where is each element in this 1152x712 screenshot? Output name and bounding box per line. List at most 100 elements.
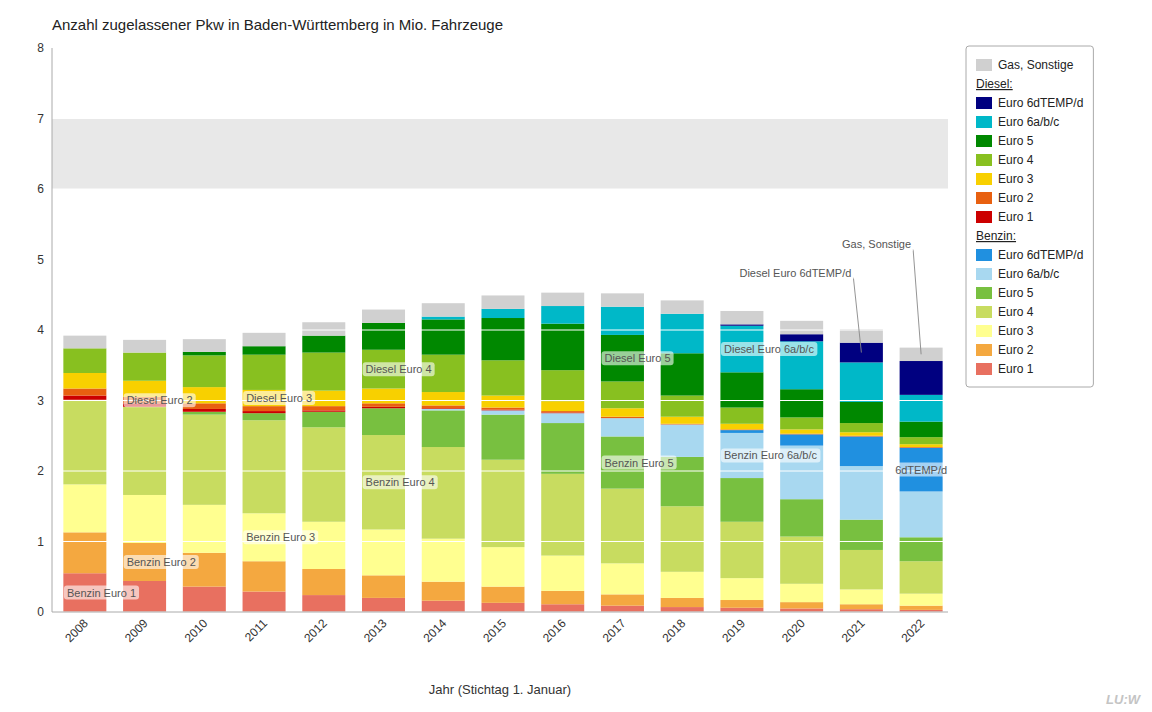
bar-segment: [720, 608, 763, 612]
bar-segment: [840, 436, 883, 466]
legend-swatch: [976, 363, 992, 375]
legend-header: Benzin:: [976, 229, 1016, 243]
bar-segment: [840, 589, 883, 604]
annotation-box: [721, 448, 820, 462]
bar-segment: [541, 306, 584, 324]
x-tick-label: 2015: [480, 616, 509, 645]
bar-segment: [362, 530, 405, 576]
bar-segment: [183, 505, 226, 553]
bar-segment: [780, 434, 823, 435]
bar-segment: [541, 411, 584, 412]
bar-segment: [63, 373, 106, 389]
bar-segment: [362, 575, 405, 598]
bar-segment: [541, 413, 584, 423]
bar-segment: [183, 352, 226, 356]
bar-segment: [541, 413, 584, 414]
bar-segment: [481, 396, 524, 408]
bar-segment: [720, 408, 763, 424]
legend-entry: Euro 3: [998, 172, 1034, 186]
legend-swatch: [976, 211, 992, 223]
bar-segment: [840, 329, 883, 342]
grid-line: [52, 612, 948, 613]
bar-segment: [840, 436, 883, 437]
annotation-text: Diesel Euro 4: [366, 363, 432, 375]
bar-segment: [720, 430, 763, 433]
legend-swatch: [976, 116, 992, 128]
bar-segment: [840, 402, 883, 423]
bar-segment: [422, 601, 465, 612]
leader-line: [853, 278, 861, 353]
bar-segment: [422, 392, 465, 405]
bar-segment: [541, 556, 584, 591]
x-tick-label: 2022: [898, 616, 927, 645]
bar-segment: [900, 594, 943, 606]
x-axis-label: Jahr (Stichtag 1. Januar): [429, 682, 571, 697]
bar-segment: [302, 427, 345, 521]
bar-segment: [780, 537, 823, 584]
bar-segment: [900, 491, 943, 537]
watermark: LU:W: [1106, 692, 1142, 707]
annotation-text: Gas, Sonstige: [842, 238, 911, 250]
y-tick-label: 0: [37, 605, 44, 619]
bar-segment: [422, 317, 465, 320]
bar-segment: [123, 353, 166, 381]
legend-swatch: [976, 268, 992, 280]
series-bars: [422, 409, 943, 537]
annotation-text: Diesel Euro 3: [246, 392, 312, 404]
bar-segment: [900, 561, 943, 593]
y-tick-label: 3: [37, 394, 44, 408]
bar-segment: [63, 396, 106, 400]
legend-entry: Euro 5: [998, 286, 1034, 300]
bar-segment: [481, 295, 524, 308]
bar-segment: [601, 489, 644, 564]
grid-line: [52, 118, 948, 119]
bar-segment: [362, 403, 405, 407]
legend-entry: Euro 4: [998, 305, 1034, 319]
bar-segment: [183, 409, 226, 412]
annotations: Benzin Euro 1Benzin Euro 2Benzin Euro 3B…: [64, 237, 1142, 707]
x-tick-label: 2019: [719, 616, 748, 645]
annotation: Diesel Euro 3: [243, 391, 315, 405]
bar-segment: [661, 572, 704, 598]
legend-entry: Euro 3: [998, 324, 1034, 338]
annotation-text: Benzin Euro 2: [127, 556, 196, 568]
bar-segment: [243, 406, 286, 411]
annotation: Diesel Euro 4: [363, 362, 435, 376]
legend-entry: Euro 1: [998, 362, 1034, 376]
bar-segment: [422, 405, 465, 408]
bar-segment: [900, 537, 943, 561]
legend-entry: Euro 6a/b/c: [998, 115, 1059, 129]
annotation: Diesel Euro 6dTEMP/d: [736, 266, 861, 353]
bar-segment: [661, 300, 704, 313]
bar-segment: [302, 411, 345, 412]
bar-segment: [183, 415, 226, 505]
annotation-text: Benzin Euro 3: [246, 531, 315, 543]
x-tick-label: 2017: [600, 616, 629, 645]
bar-segment: [123, 407, 166, 495]
x-tick-label: 2013: [361, 616, 390, 645]
bar-segment: [481, 547, 524, 586]
annotation: Benzin Euro 3: [243, 530, 318, 544]
annotation: Benzin Euro 5: [602, 456, 677, 470]
bar-segment: [63, 348, 106, 373]
bar-segment: [362, 408, 405, 409]
y-tick-label: 6: [37, 182, 44, 196]
legend-entry: Euro 4: [998, 153, 1034, 167]
legend-entry: Gas, Sonstige: [998, 58, 1074, 72]
y-tick-label: 4: [37, 323, 44, 337]
bar-segment: [780, 334, 823, 341]
bar-segment: [541, 370, 584, 401]
bar-segment: [243, 592, 286, 612]
bar-segment: [541, 412, 584, 414]
legend-swatch: [976, 192, 992, 204]
grid-line: [52, 330, 948, 331]
bar-segment: [840, 466, 883, 520]
bar-segment: [123, 340, 166, 353]
bar-segment: [481, 408, 524, 410]
bar-segment: [601, 418, 644, 419]
grid-line: [52, 189, 948, 190]
bar-segment: [63, 400, 106, 485]
bar-segment: [780, 434, 823, 445]
annotation: Diesel Euro 2: [124, 393, 196, 407]
bar-segment: [780, 602, 823, 608]
